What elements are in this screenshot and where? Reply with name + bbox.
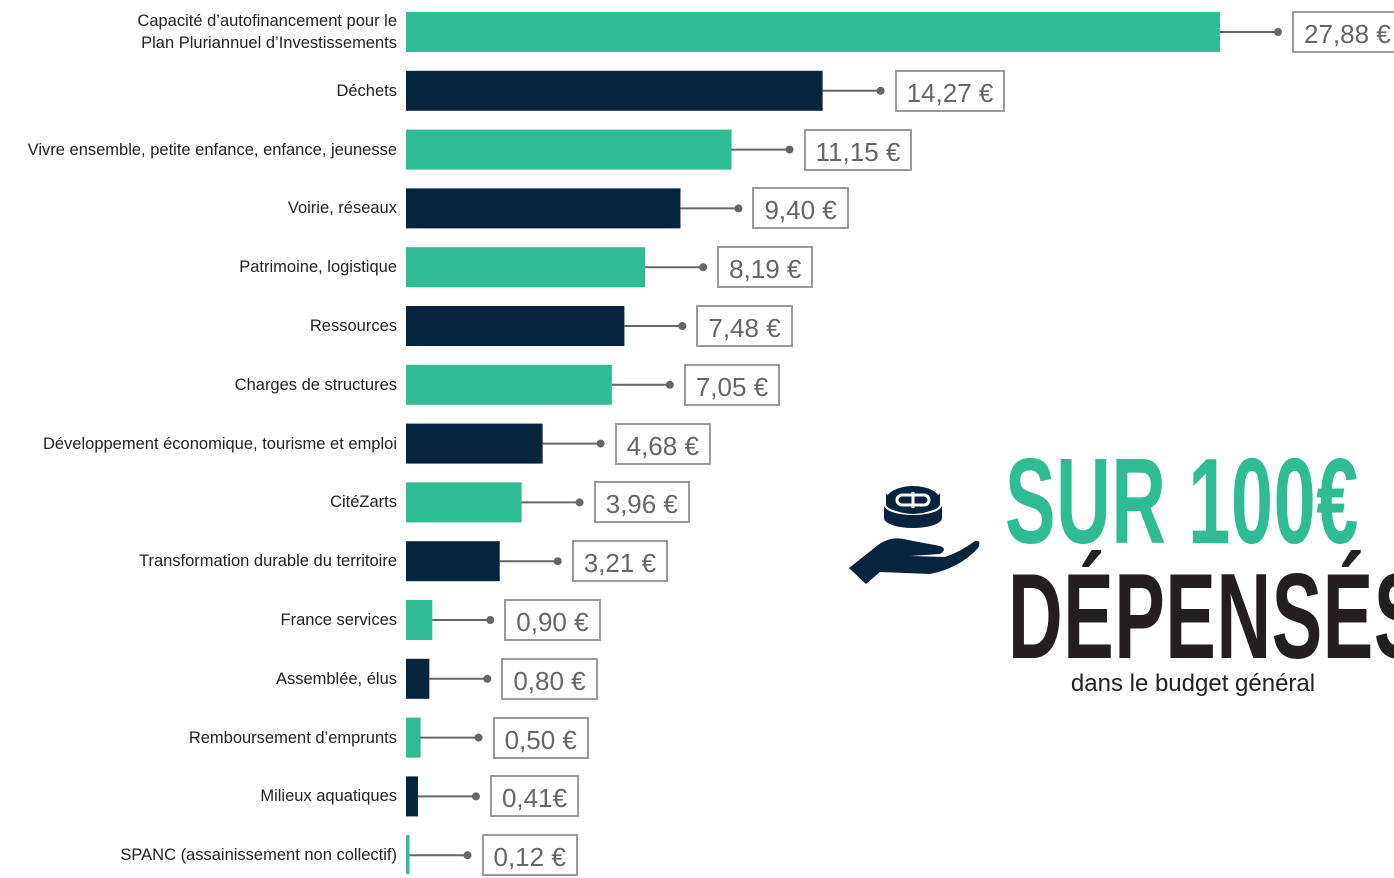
value-label: 0,50 € — [492, 716, 589, 759]
category-label: Assemblée, élus — [275, 669, 397, 688]
bar — [406, 12, 1220, 52]
connector-dot — [553, 557, 562, 566]
headline: SUR 100€ — [1005, 433, 1359, 569]
category-label: Milieux aquatiques — [260, 787, 397, 806]
value-label: 4,68 € — [614, 422, 711, 465]
value-label: 0,12 € — [481, 834, 578, 877]
category-label: Ressources — [309, 317, 397, 335]
hand-coins-icon — [849, 483, 980, 584]
category-label: SPANC (assainissement non collectif) — [120, 846, 397, 865]
category-label: Charges de structures — [234, 375, 397, 394]
connector-dot — [876, 86, 885, 95]
category-label: Patrimoine, logistique — [239, 258, 397, 277]
connector-dot — [699, 263, 708, 272]
bar — [406, 600, 433, 640]
connector-dot — [486, 616, 495, 624]
bar — [406, 717, 421, 758]
connector-dot — [474, 733, 483, 742]
bar — [406, 776, 418, 817]
value-label: 8,19 € — [717, 246, 814, 289]
category-label: Remboursement d’emprunts — [188, 728, 397, 747]
bar — [406, 306, 625, 346]
connector-dot — [471, 792, 480, 801]
bar — [406, 658, 430, 699]
value-label: 3,96 € — [593, 481, 690, 524]
value-label: 0,80 € — [501, 657, 598, 700]
bar — [406, 541, 500, 582]
connector-dot — [463, 851, 472, 860]
connector-dot — [596, 439, 605, 448]
bar — [406, 129, 732, 170]
value-label: 0,41€ — [489, 775, 580, 818]
bar — [406, 835, 410, 874]
value-label: 11,15 € — [803, 128, 913, 171]
value-label: 0,90 € — [504, 599, 601, 641]
connector-dot — [483, 674, 492, 683]
bar — [406, 482, 522, 523]
connector-dot — [665, 380, 674, 389]
connector-dot — [734, 204, 743, 213]
bar — [406, 188, 681, 229]
bar — [406, 364, 612, 405]
connector-dot — [678, 322, 687, 330]
category-label: Vivre ensemble, petite enfance, enfance,… — [27, 140, 397, 159]
category-label: Développement économique, tourisme et em… — [42, 434, 397, 453]
value-label: 9,40 € — [752, 187, 849, 230]
category-label: Transformation durable du territoire — [138, 552, 397, 571]
category-label: Voirie, réseaux — [287, 199, 397, 218]
connector-dot — [575, 498, 584, 507]
category-label: CitéZarts — [330, 493, 397, 512]
bar — [406, 247, 646, 288]
category-label: Capacité d’autofinancement pour le Plan … — [137, 12, 397, 52]
category-label: Déchets — [336, 81, 397, 100]
value-label: 7,05 € — [683, 363, 781, 406]
note: dans le budget général — [1070, 670, 1316, 697]
connector-dot — [785, 145, 794, 154]
connector-dot — [1274, 28, 1282, 36]
headline-2: DÉPENSÉS — [1008, 548, 1394, 684]
value-label: 7,48 € — [696, 305, 793, 347]
value-label: 3,21 € — [571, 540, 669, 583]
value-label: 14,27 € — [894, 69, 1006, 112]
bar — [406, 423, 543, 464]
bar — [406, 70, 823, 111]
category-label: France services — [280, 611, 397, 629]
value-label: 27,88 € — [1292, 11, 1394, 53]
